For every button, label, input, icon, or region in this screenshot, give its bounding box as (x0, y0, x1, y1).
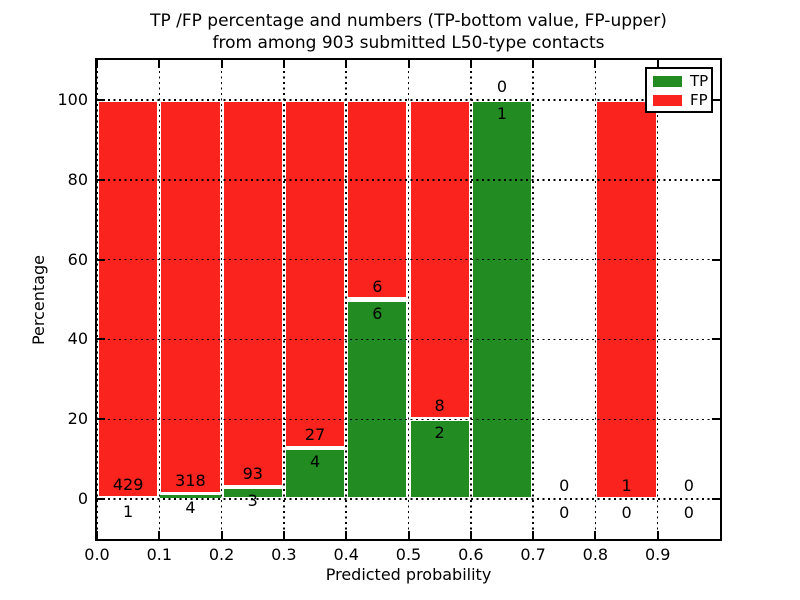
chart-title-line1: TP /FP percentage and numbers (TP-bottom… (150, 11, 667, 31)
y-tick-label: 20 (67, 409, 88, 429)
x-tick-mark-bottom (594, 531, 597, 539)
y-tick-mark-right (712, 418, 720, 421)
x-tick-mark-top (594, 60, 597, 68)
bar-tp-count-label: 1 (123, 502, 134, 522)
x-tick-label: 0.9 (644, 545, 671, 564)
x-tick-label: 0.5 (395, 545, 422, 564)
bar-segment-fp (159, 99, 222, 495)
bar-segment-tp (346, 299, 409, 500)
x-axis-label: Predicted probability (325, 565, 492, 584)
legend-entry-tp: TP (653, 72, 709, 91)
x-tick-mark-bottom (282, 531, 285, 539)
y-tick-mark-left (97, 98, 105, 101)
x-tick-mark-bottom (97, 531, 98, 539)
x-tick-mark-bottom (407, 531, 410, 539)
y-tick-mark-left (97, 418, 105, 421)
bar-fp-count-label: 0 (496, 76, 508, 96)
chart-title: TP /FP percentage and numbers (TP-bottom… (97, 10, 720, 54)
x-tick-label: 0.6 (458, 545, 484, 564)
y-tick-mark-left (97, 258, 105, 261)
legend-swatch-tp (653, 76, 682, 87)
bar-tp-count-label: 4 (185, 498, 196, 518)
bar-tp-count-label: 6 (372, 303, 383, 323)
y-tick-label: 40 (67, 329, 88, 349)
bar-fp-count-label: 318 (175, 471, 206, 491)
bar-tp-count-label: 0 (683, 503, 694, 523)
bar-segment-tp (221, 486, 284, 500)
y-tick-mark-right (712, 498, 720, 501)
y-tick-mark-right (712, 258, 720, 261)
x-tick-mark-top (158, 60, 161, 68)
x-tick-mark-top (97, 60, 98, 68)
y-axis-label: Percentage (29, 255, 48, 346)
legend-swatch-fp (653, 95, 682, 106)
y-tick-mark-left (97, 338, 105, 341)
x-tick-mark-bottom (656, 531, 659, 539)
y-tick-label: 60 (67, 249, 88, 269)
y-tick-mark-right (712, 178, 720, 181)
x-tick-mark-top (407, 60, 410, 68)
x-tick-label: 0.3 (271, 545, 297, 564)
bar-segment-fp (595, 99, 658, 500)
legend-entry-fp: FP (653, 91, 708, 110)
bar-tp-count-label: 0 (621, 503, 632, 523)
x-tick-mark-top (220, 60, 223, 68)
x-tick-label: 0.2 (208, 545, 235, 564)
y-tick-mark-right (712, 338, 720, 341)
x-tick-mark-bottom (220, 531, 223, 539)
bar-fp-count-label: 429 (112, 475, 144, 495)
bar-tp-count-label: 1 (496, 103, 508, 123)
bar-segment-tp (470, 99, 534, 500)
y-tick-mark-left (97, 178, 105, 181)
bar-tp-count-label: 2 (434, 423, 445, 443)
x-tick-mark-top (469, 60, 472, 68)
bar-fp-count-label: 0 (683, 476, 694, 496)
y-tick-label: 0 (77, 489, 88, 509)
x-tick-mark-bottom (158, 531, 161, 539)
bar-fp-count-label: 1 (621, 476, 632, 496)
x-tick-label: 0.7 (520, 545, 546, 564)
bar-tp-count-label: 4 (309, 451, 321, 471)
x-tick-mark-top (345, 60, 348, 68)
x-tick-label: 0.8 (582, 545, 609, 564)
x-tick-label: 0.4 (333, 545, 359, 564)
y-tick-label: 80 (67, 169, 88, 189)
x-tick-mark-top (532, 60, 535, 68)
bar-segment-tp (97, 498, 160, 501)
bar-segment-fp (97, 99, 160, 499)
bar-segment-tp (283, 447, 347, 500)
bar-fp-count-label: 93 (242, 463, 263, 483)
y-tick-mark-right (712, 98, 720, 101)
legend: TP FP (645, 67, 713, 113)
bar-segment-fp (283, 99, 347, 448)
bar-tp-count-label: 3 (247, 490, 258, 510)
x-tick-label: 0.0 (84, 545, 110, 564)
x-tick-mark-bottom (469, 531, 472, 539)
bar-fp-count-label: 0 (559, 476, 570, 496)
bar-tp-count-label: 0 (559, 503, 570, 523)
x-tick-mark-bottom (532, 531, 535, 539)
plot-area: 429 1 318 4 93 3 27 4 6 6 8 2 0 1 0 0 1 0 0 0 (95, 58, 722, 541)
legend-label-fp: FP (690, 91, 708, 109)
y-tick-mark-left (97, 498, 105, 501)
bar-segment-tp (408, 419, 471, 500)
bar-segment-fp (346, 99, 409, 300)
legend-label-tp: TP (690, 72, 709, 90)
bar-fp-count-label: 8 (434, 396, 445, 416)
x-tick-mark-top (282, 60, 285, 68)
bar-segment-fp (221, 99, 284, 487)
bar-segment-fp (408, 99, 471, 420)
x-tick-label: 0.1 (146, 545, 173, 564)
y-tick-label: 100 (57, 89, 88, 109)
bar-fp-count-label: 6 (372, 276, 383, 296)
bar-fp-count-label: 27 (304, 424, 326, 444)
x-tick-mark-bottom (345, 531, 348, 539)
chart-title-line2: from among 903 submitted L50-type contac… (212, 33, 605, 53)
